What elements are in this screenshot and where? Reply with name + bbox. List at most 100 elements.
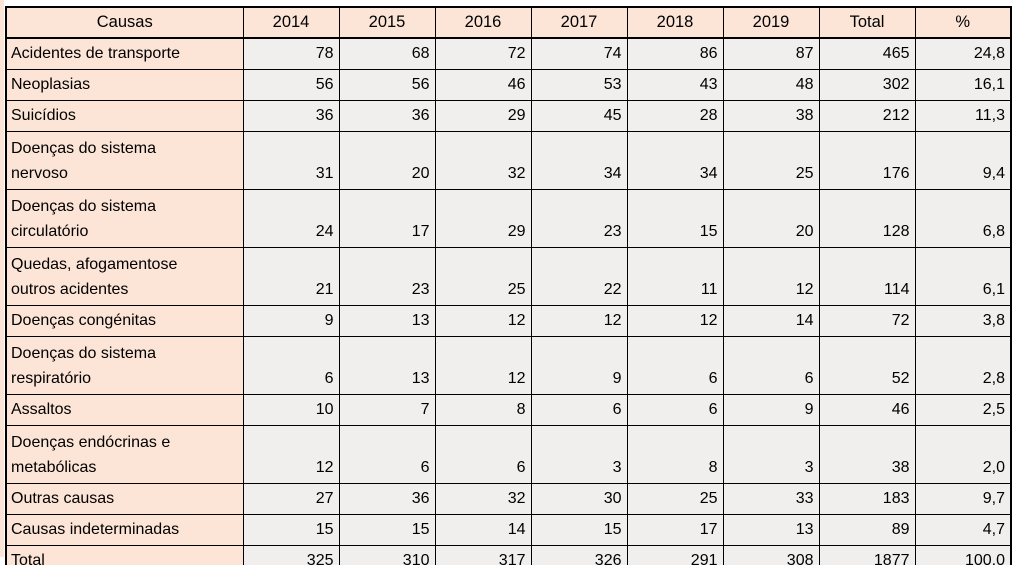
data-cell: 9,7 <box>914 483 1012 515</box>
data-cell: 22 <box>530 247 628 306</box>
data-cell: 465 <box>818 37 916 70</box>
left-edge-strip <box>0 0 4 557</box>
causes-table: Causas 2014 2015 2016 2017 2018 2019 Total% Aci… <box>5 6 1012 565</box>
data-cell: 74 <box>530 37 628 70</box>
table-row: Doenças endócrinas e metabólicas 12 6 6 3 8 3 3… <box>5 425 1012 484</box>
data-cell: 31 <box>242 131 340 190</box>
data-cell: 302 <box>818 69 916 101</box>
data-cell: 9 <box>242 305 340 337</box>
data-cell: 24 <box>242 189 340 248</box>
data-cell: 23 <box>338 247 436 306</box>
data-cell: 12 <box>530 305 628 337</box>
row-label: Outras causas <box>5 483 244 515</box>
data-cell: 325 <box>242 545 340 565</box>
data-cell: 12 <box>242 425 340 484</box>
table-row: Doenças do sistema nervoso 31 20 32 34 34 25 17… <box>5 131 1012 190</box>
row-label: Neoplasias <box>5 69 244 101</box>
data-cell: 6 <box>530 394 628 426</box>
column-header: 2014 <box>242 6 340 39</box>
data-cell: 176 <box>818 131 916 190</box>
data-cell: 15 <box>530 514 628 546</box>
row-label: Doenças do sistema nervoso <box>5 131 244 190</box>
data-cell: 9 <box>722 394 820 426</box>
row-label: Doenças congénitas <box>5 305 244 337</box>
column-header: Causas <box>5 6 244 39</box>
data-cell: 326 <box>530 545 628 565</box>
data-cell: 12 <box>626 305 724 337</box>
data-cell: 68 <box>338 37 436 70</box>
data-cell: 12 <box>722 247 820 306</box>
table-row: Neoplasias 56 56 46 53 43 48 302 16,1 <box>5 69 1012 101</box>
column-header: % <box>914 6 1012 39</box>
data-cell: 20 <box>338 131 436 190</box>
data-cell: 87 <box>722 37 820 70</box>
data-cell: 56 <box>338 69 436 101</box>
data-cell: 86 <box>626 37 724 70</box>
data-cell: 11 <box>626 247 724 306</box>
data-cell: 6 <box>434 425 532 484</box>
data-cell: 12 <box>434 305 532 337</box>
data-cell: 45 <box>530 100 628 132</box>
data-cell: 53 <box>530 69 628 101</box>
data-cell: 17 <box>626 514 724 546</box>
row-label: Doenças do sistema respiratório <box>5 336 244 395</box>
data-cell: 12 <box>434 336 532 395</box>
data-cell: 8 <box>626 425 724 484</box>
data-cell: 310 <box>338 545 436 565</box>
data-cell: 6 <box>626 394 724 426</box>
data-cell: 9,4 <box>914 131 1012 190</box>
data-cell: 3 <box>722 425 820 484</box>
data-cell: 25 <box>722 131 820 190</box>
data-cell: 128 <box>818 189 916 248</box>
data-cell: 2,5 <box>914 394 1012 426</box>
column-header: 2016 <box>434 6 532 39</box>
header-row: Causas 2014 2015 2016 2017 2018 2019 Total% <box>5 6 1012 39</box>
data-cell: 32 <box>434 483 532 515</box>
data-cell: 36 <box>338 100 436 132</box>
data-cell: 317 <box>434 545 532 565</box>
data-cell: 29 <box>434 100 532 132</box>
data-cell: 34 <box>530 131 628 190</box>
data-cell: 20 <box>722 189 820 248</box>
data-cell: 72 <box>434 37 532 70</box>
table-row: Doenças do sistema respiratório 6 13 12 9 6 6 5… <box>5 336 1012 395</box>
data-cell: 14 <box>434 514 532 546</box>
table-row: Doenças congénitas 9 13 12 12 12 14 72 3,8 <box>5 305 1012 337</box>
data-cell: 48 <box>722 69 820 101</box>
total-row: Total 325 310 317 326 291 308 1877 100,0 <box>5 545 1012 565</box>
data-cell: 21 <box>242 247 340 306</box>
data-cell: 100,0 <box>914 545 1012 565</box>
data-cell: 28 <box>626 100 724 132</box>
data-cell: 6,8 <box>914 189 1012 248</box>
data-cell: 46 <box>818 394 916 426</box>
data-cell: 7 <box>338 394 436 426</box>
data-cell: 36 <box>242 100 340 132</box>
data-cell: 13 <box>338 305 436 337</box>
column-header: Total <box>818 6 916 39</box>
data-cell: 15 <box>626 189 724 248</box>
data-cell: 1877 <box>818 545 916 565</box>
data-cell: 36 <box>338 483 436 515</box>
table-body: Acidentes de transporte 78 68 72 74 86 87 465 24… <box>5 37 1012 565</box>
data-cell: 10 <box>242 394 340 426</box>
data-cell: 2,8 <box>914 336 1012 395</box>
data-cell: 2,0 <box>914 425 1012 484</box>
table-row: Causas indeterminadas 15 15 14 15 17 13 89 4,7 <box>5 514 1012 546</box>
data-cell: 4,7 <box>914 514 1012 546</box>
data-cell: 32 <box>434 131 532 190</box>
data-cell: 291 <box>626 545 724 565</box>
row-label: Suicídios <box>5 100 244 132</box>
data-cell: 114 <box>818 247 916 306</box>
column-header: 2018 <box>626 6 724 39</box>
data-cell: 15 <box>338 514 436 546</box>
data-cell: 78 <box>242 37 340 70</box>
data-cell: 23 <box>530 189 628 248</box>
data-cell: 6 <box>722 336 820 395</box>
row-label: Doenças do sistema circulatório <box>5 189 244 248</box>
data-cell: 56 <box>242 69 340 101</box>
table-row: Assaltos 10 7 8 6 6 9 46 2,5 <box>5 394 1012 426</box>
data-cell: 212 <box>818 100 916 132</box>
data-cell: 15 <box>242 514 340 546</box>
data-cell: 43 <box>626 69 724 101</box>
